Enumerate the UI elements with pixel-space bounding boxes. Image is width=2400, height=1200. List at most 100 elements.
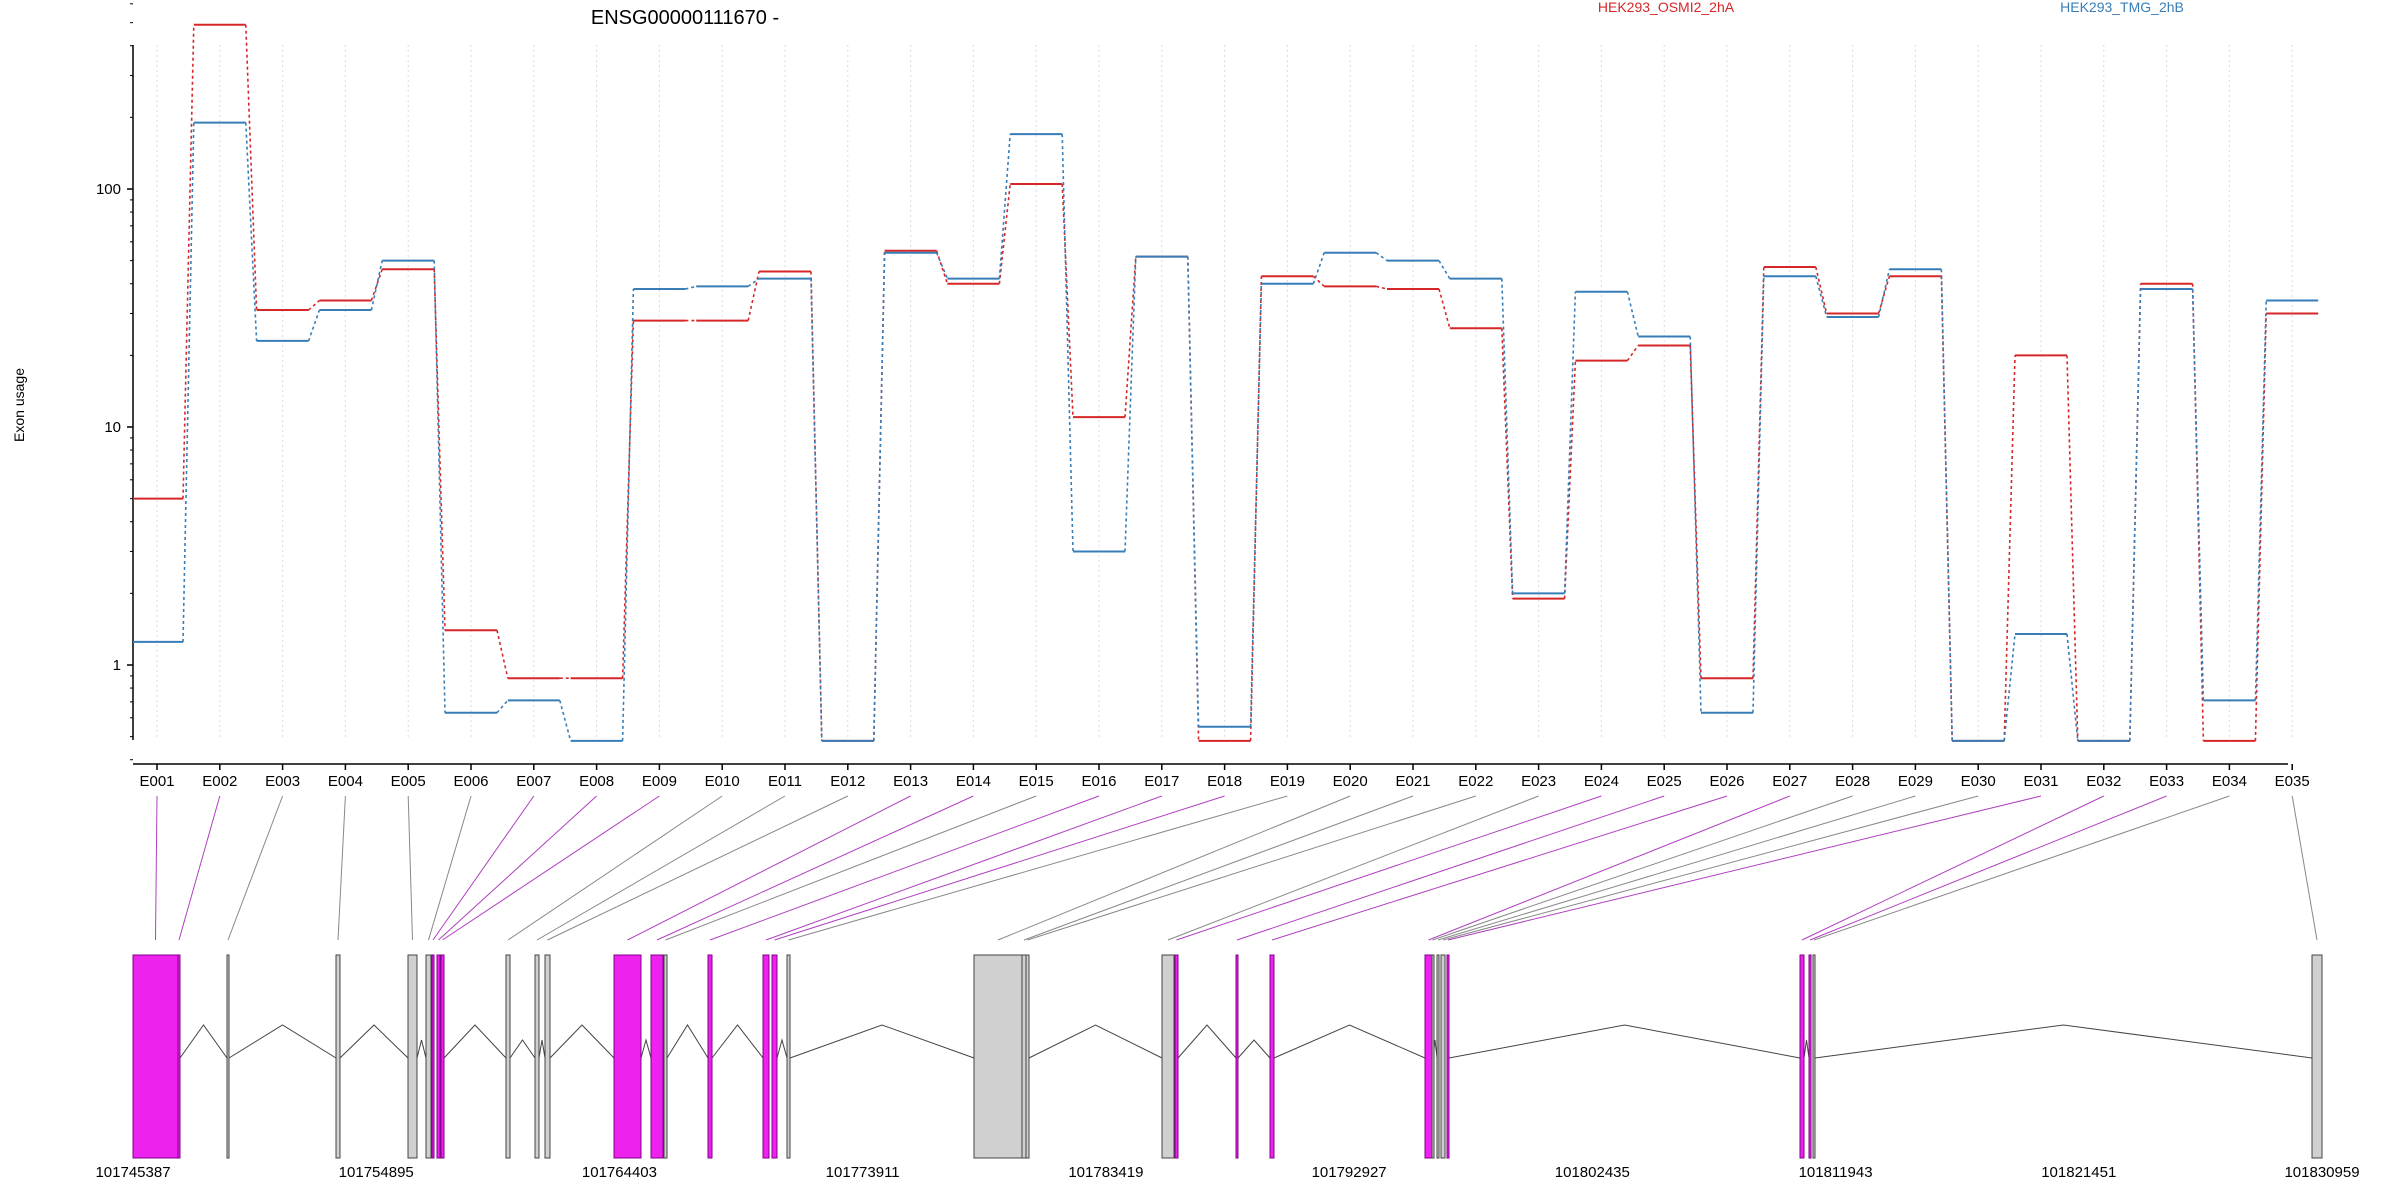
x-tick-label: E012: [830, 773, 865, 790]
exon-box-e024: [1174, 954, 1179, 1159]
y-tick-label: 1: [113, 657, 121, 674]
connector-line: [788, 795, 1288, 941]
connector-line: [1167, 795, 1539, 941]
x-tick-label: E002: [202, 773, 237, 790]
series-2-connector: [1752, 276, 1765, 713]
x-tick-label: E009: [642, 773, 677, 790]
x-tick-label: E019: [1270, 773, 1305, 790]
coordinate-label: 101792927: [1312, 1164, 1387, 1181]
x-tick-label: E008: [579, 773, 614, 790]
connector-line: [1176, 795, 1602, 941]
exon-box-e012: [544, 954, 551, 1159]
series-1-connector: [747, 271, 760, 321]
intron-line: [1237, 1039, 1271, 1059]
connector-line: [547, 795, 849, 941]
connector-line: [665, 795, 1037, 941]
series-2-connector: [1626, 291, 1639, 337]
series-2-connector: [2003, 633, 2016, 741]
coordinate-label: 101783419: [1068, 1164, 1143, 1181]
x-tick-label: E020: [1333, 773, 1368, 790]
intron-line: [711, 1024, 764, 1059]
connector-line: [337, 795, 346, 941]
connector-line: [1447, 795, 2042, 941]
x-tick-label: E032: [2086, 773, 2121, 790]
connector-line: [774, 795, 1225, 941]
connector-line: [155, 795, 158, 941]
connector-line: [507, 795, 723, 941]
x-tick-label: E003: [265, 773, 300, 790]
x-tick-label: E013: [893, 773, 928, 790]
intron-line: [179, 1024, 228, 1059]
intron-line: [640, 1038, 652, 1059]
gene-model: [132, 954, 2323, 1159]
connector-line: [2291, 795, 2318, 941]
series-2-connector: [1061, 134, 1074, 552]
connector-line: [1236, 795, 1665, 941]
series-2-connector: [1940, 269, 1953, 741]
series-2-connector: [182, 122, 195, 642]
intron-line: [1177, 1024, 1237, 1059]
connector-line: [1437, 795, 1916, 941]
y-tick-label: 10: [104, 419, 121, 436]
x-tick-label: E021: [1395, 773, 1430, 790]
intron-line: [1814, 1024, 2313, 1059]
series-2-connector: [1501, 278, 1514, 594]
y-axis-label: Exon usage: [11, 368, 27, 442]
coordinate-label: 101821451: [2041, 1164, 2116, 1181]
connector-line: [997, 795, 1351, 941]
exon-box-e001: [132, 954, 179, 1159]
series-1-connector: [308, 299, 320, 311]
exon-box-e003: [226, 954, 230, 1159]
exon-box-e011: [534, 954, 540, 1159]
x-tick-label: E030: [1961, 773, 1996, 790]
x-tick-label: E018: [1207, 773, 1242, 790]
connector-line: [1801, 795, 2105, 941]
exon-box-e027: [1424, 954, 1433, 1159]
series-2-connector: [1375, 252, 1388, 262]
series-2-connector: [2191, 288, 2205, 701]
exon-box-e015: [663, 954, 668, 1159]
series-1-connector: [935, 250, 949, 284]
x-tick-label: E010: [705, 773, 740, 790]
connector-line: [1023, 795, 1414, 941]
genomic-coordinate-labels: 101745387 101754895 101764403 101773911 1017…: [95, 1164, 2359, 1181]
series-2-connector: [873, 252, 886, 741]
series-2-connector: [1877, 269, 1891, 318]
intron-line: [1028, 1024, 1163, 1059]
connector-line: [765, 795, 1162, 941]
connector-line: [432, 795, 535, 941]
exon-box-e022: [1025, 954, 1030, 1159]
series-1-connector: [2254, 313, 2267, 741]
series-1-connector: [1877, 276, 1891, 314]
intron-line: [416, 1039, 427, 1059]
x-tick-label: E017: [1144, 773, 1179, 790]
coordinate-label: 101802435: [1555, 1164, 1630, 1181]
connector-line: [709, 795, 1100, 941]
connector-line: [1432, 795, 1853, 941]
exon-box-e008: [436, 954, 441, 1159]
series-1-connector: [2066, 355, 2079, 741]
x-tick-label: E007: [516, 773, 551, 790]
exon-box-e035: [2311, 954, 2323, 1159]
x-tick-label: E005: [391, 773, 426, 790]
connector-line: [656, 795, 974, 941]
series-2-connector: [496, 699, 509, 714]
series-2-connector: [1438, 260, 1451, 280]
connector-line: [442, 795, 660, 941]
series-2-connector: [433, 260, 446, 713]
x-tick-label: E016: [1081, 773, 1116, 790]
connector-line: [1428, 795, 1790, 941]
chart-title: ENSG00000111670 -: [591, 7, 779, 29]
exon-box-e002: [177, 954, 181, 1159]
series-2-connector: [307, 309, 321, 342]
series-2-connector: [747, 278, 760, 287]
exon-box-e034: [1812, 954, 1816, 1159]
exon-box-e005: [407, 954, 418, 1159]
exon-box-e006: [425, 954, 432, 1159]
x-tick-label: E014: [956, 773, 991, 790]
exon-box-e016: [707, 954, 713, 1159]
series-2-connector: [1815, 276, 1828, 318]
exon-box-e013: [613, 954, 642, 1159]
series-1-connector: [998, 183, 1011, 284]
